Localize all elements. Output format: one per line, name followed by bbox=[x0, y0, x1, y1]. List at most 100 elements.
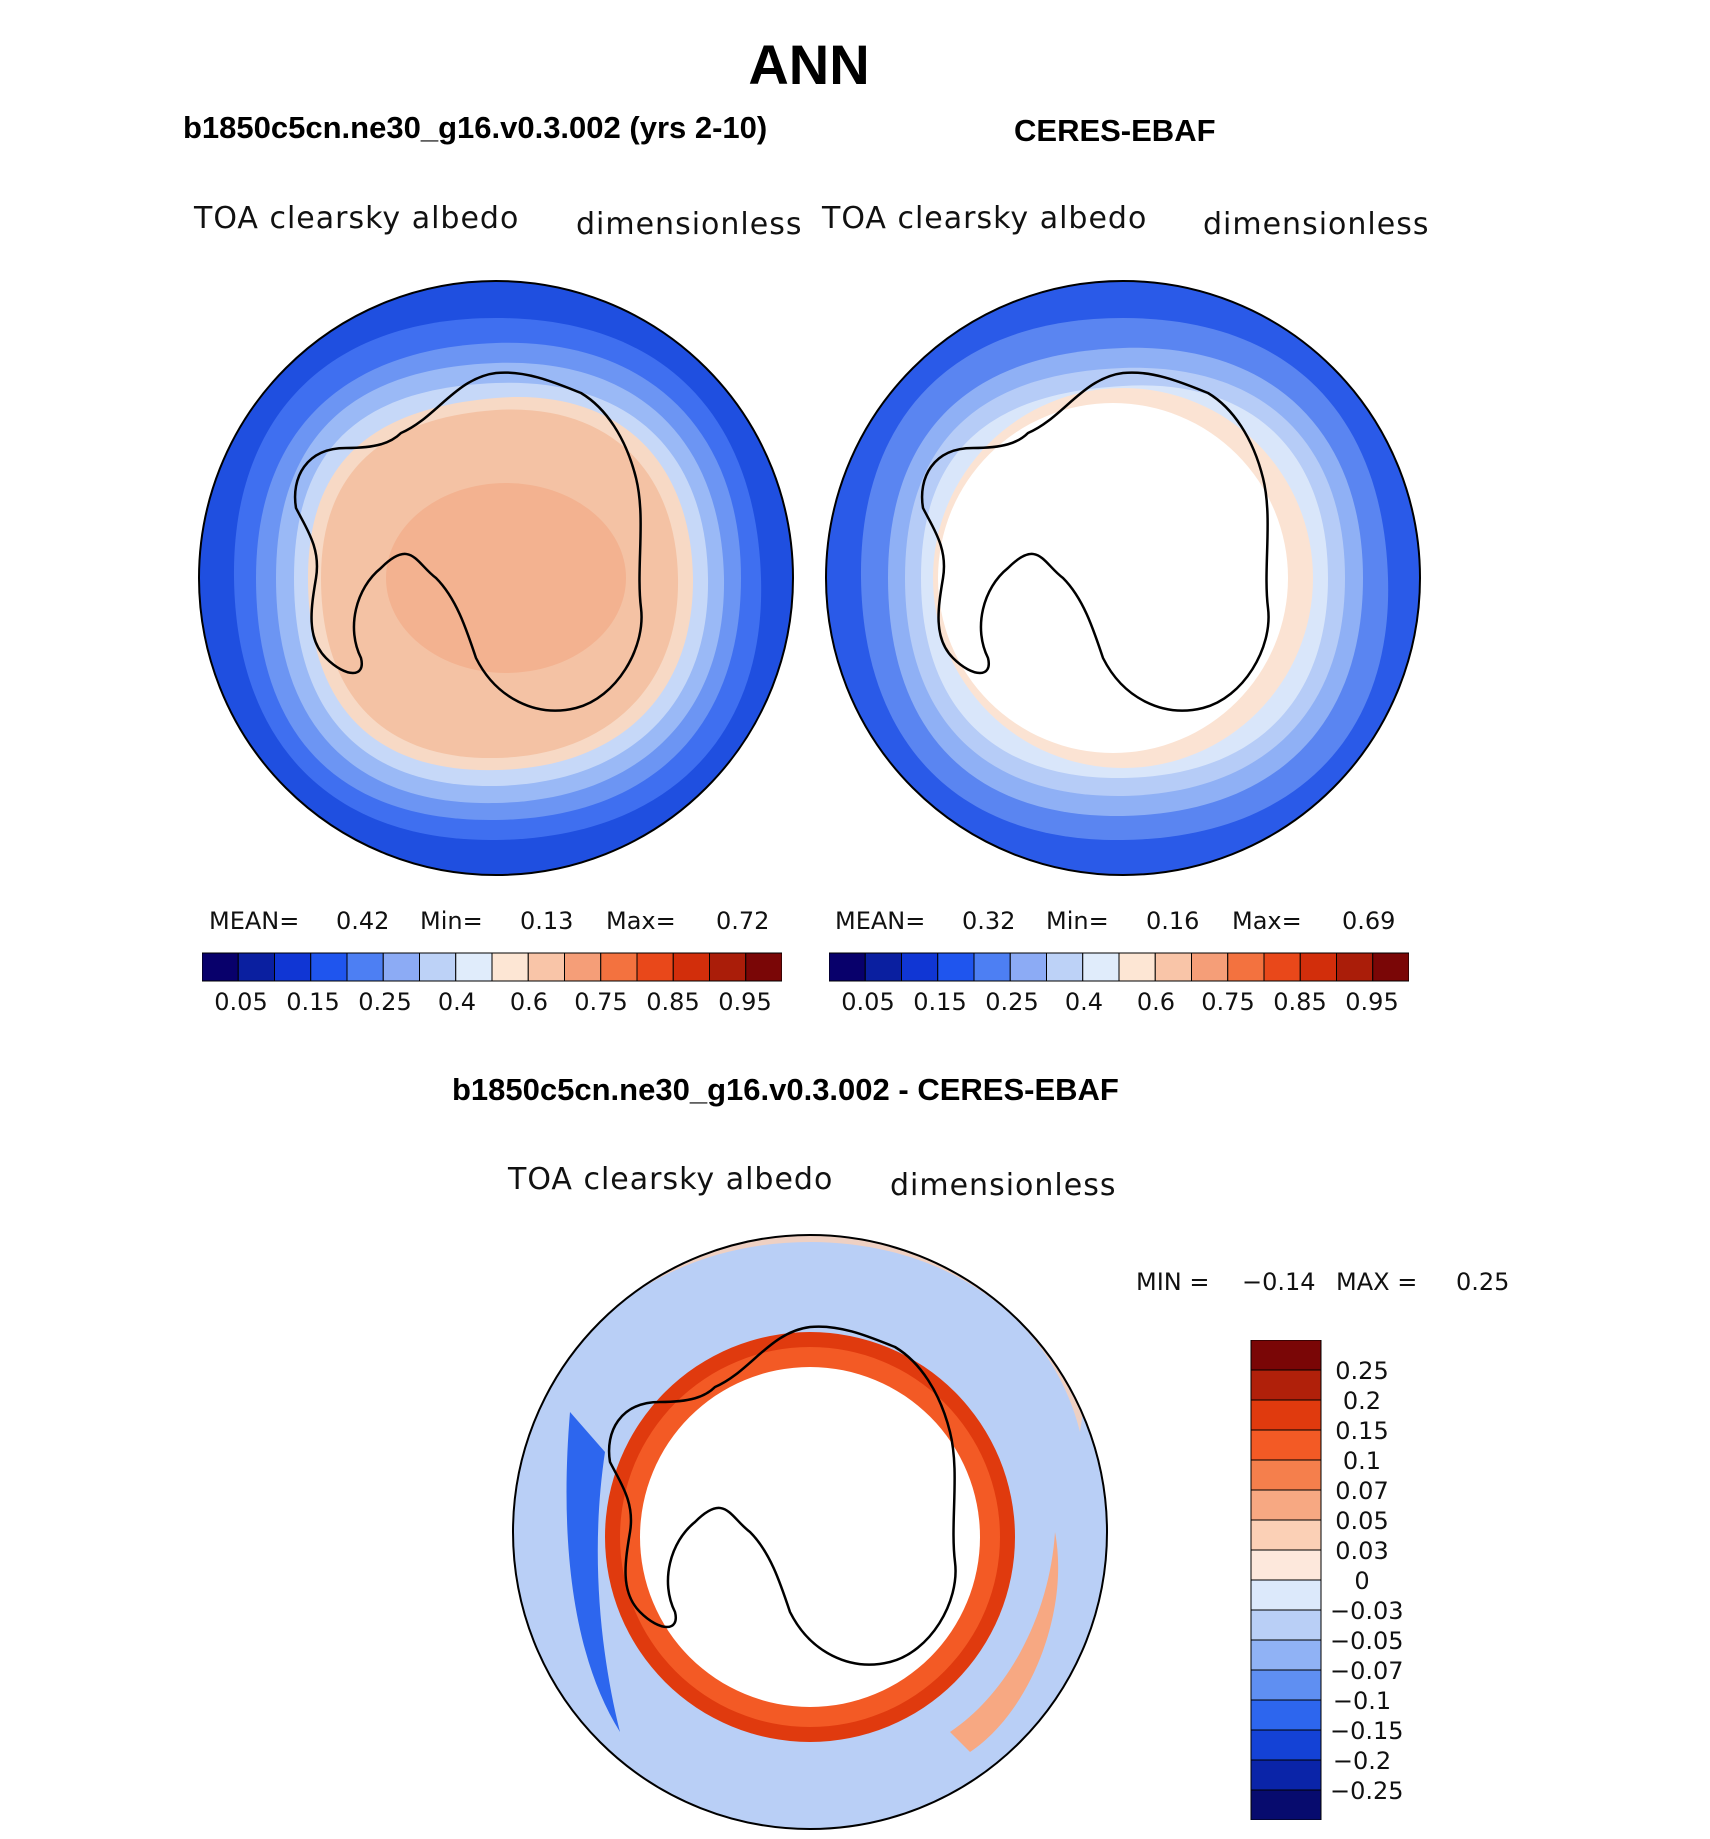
panel-1-field-label: TOA clearsky albedo bbox=[194, 201, 520, 236]
colorbar-tick-label: 0.2 bbox=[1342, 1387, 1382, 1415]
colorbar-swatch bbox=[1250, 1729, 1322, 1761]
colorbar-tick-label: 0.1 bbox=[1342, 1447, 1382, 1475]
colorbar-swatch bbox=[672, 952, 710, 982]
colorbar-tick-label: 0 bbox=[1354, 1567, 1370, 1595]
colorbar-tick-label: −0.2 bbox=[1332, 1747, 1392, 1775]
panel-2-units: dimensionless bbox=[1203, 207, 1430, 242]
panel-2-min-value: 0.16 bbox=[1146, 907, 1200, 935]
colorbar-tick-label: 0.05 bbox=[1335, 1507, 1389, 1535]
panel-1-min-label: Min= bbox=[420, 907, 483, 935]
panel-1-min-value: 0.13 bbox=[520, 907, 574, 935]
colorbar-swatch bbox=[1250, 1429, 1322, 1461]
colorbar-tick-label: 0.05 bbox=[214, 988, 268, 1016]
diff-max-value: 0.25 bbox=[1456, 1268, 1510, 1296]
coastline bbox=[293, 371, 643, 712]
coastline bbox=[607, 1325, 957, 1666]
colorbar-swatch bbox=[237, 952, 275, 982]
colorbar-swatch bbox=[1009, 952, 1047, 982]
panel-1-max-label: Max= bbox=[606, 907, 676, 935]
diff-max-label: MAX = bbox=[1336, 1268, 1418, 1296]
colorbar-swatch bbox=[310, 952, 348, 982]
colorbar-swatch bbox=[382, 952, 420, 982]
coastline bbox=[920, 371, 1270, 712]
colorbar-tick-label: −0.15 bbox=[1330, 1717, 1404, 1745]
colorbar-swatch bbox=[491, 952, 529, 982]
colorbar-tick-label: −0.1 bbox=[1332, 1687, 1392, 1715]
colorbar-tick-label: 0.6 bbox=[509, 988, 549, 1016]
colorbar-tick-label: 0.4 bbox=[1064, 988, 1104, 1016]
panel-1-colorbar bbox=[202, 952, 782, 982]
panel-1-polar-map bbox=[198, 280, 794, 876]
colorbar-tick-label: 0.07 bbox=[1335, 1477, 1389, 1505]
colorbar-swatch bbox=[1250, 1549, 1322, 1581]
colorbar-swatch bbox=[1082, 952, 1120, 982]
colorbar-tick-label: 0.25 bbox=[985, 988, 1039, 1016]
colorbar-swatch bbox=[1118, 952, 1156, 982]
colorbar-swatch bbox=[1250, 1759, 1322, 1791]
colorbar-swatch bbox=[1336, 952, 1374, 982]
colorbar-swatch bbox=[1250, 1579, 1322, 1611]
colorbar-tick-label: 0.15 bbox=[913, 988, 967, 1016]
panel-2-case-title: CERES-EBAF bbox=[1014, 113, 1216, 148]
colorbar-swatch bbox=[1250, 1489, 1322, 1521]
panel-1-case-title: b1850c5cn.ne30_g16.v0.3.002 (yrs 2-10) bbox=[183, 110, 768, 145]
colorbar-swatch bbox=[636, 952, 674, 982]
colorbar-tick-label: −0.03 bbox=[1330, 1597, 1404, 1625]
panel-1-mean-value: 0.42 bbox=[336, 907, 390, 935]
colorbar-swatch bbox=[346, 952, 384, 982]
panel-1-mean-label: MEAN= bbox=[209, 907, 300, 935]
map-band bbox=[950, 1532, 1059, 1752]
colorbar-swatch bbox=[1250, 1340, 1322, 1371]
diff-min-value: −0.14 bbox=[1242, 1268, 1316, 1296]
colorbar-tick-label: −0.07 bbox=[1330, 1657, 1404, 1685]
colorbar-swatch bbox=[973, 952, 1011, 982]
panel-2-polar-map bbox=[825, 280, 1421, 876]
map-missing-data bbox=[640, 1367, 980, 1707]
colorbar-swatch bbox=[901, 952, 939, 982]
colorbar-tick-label: 0.15 bbox=[1335, 1417, 1389, 1445]
diff-polar-map bbox=[512, 1234, 1108, 1830]
colorbar-swatch bbox=[1299, 952, 1337, 982]
colorbar-swatch bbox=[455, 952, 493, 982]
panel-2-max-value: 0.69 bbox=[1342, 907, 1396, 935]
map-boundary bbox=[825, 280, 1421, 876]
colorbar-swatch bbox=[1046, 952, 1084, 982]
colorbar-swatch bbox=[1154, 952, 1192, 982]
colorbar-swatch bbox=[1263, 952, 1301, 982]
colorbar-tick-label: 0.75 bbox=[1201, 988, 1255, 1016]
colorbar-tick-label: 0.15 bbox=[286, 988, 340, 1016]
panel-1-units: dimensionless bbox=[576, 207, 803, 242]
colorbar-swatch bbox=[1191, 952, 1229, 982]
colorbar-swatch bbox=[937, 952, 975, 982]
map-band bbox=[566, 1412, 620, 1732]
colorbar-swatch bbox=[1250, 1639, 1322, 1671]
colorbar-tick-label: 0.03 bbox=[1335, 1537, 1389, 1565]
colorbar-tick-label: 0.95 bbox=[718, 988, 772, 1016]
map-boundary bbox=[198, 280, 794, 876]
colorbar-swatch bbox=[1250, 1789, 1322, 1820]
colorbar-tick-label: 0.6 bbox=[1136, 988, 1176, 1016]
panel-2-mean-value: 0.32 bbox=[962, 907, 1016, 935]
map-band bbox=[386, 483, 626, 673]
colorbar-swatch bbox=[1250, 1399, 1322, 1431]
colorbar-swatch bbox=[1372, 952, 1409, 982]
colorbar-tick-label: 0.25 bbox=[1335, 1357, 1389, 1385]
diff-case-title: b1850c5cn.ne30_g16.v0.3.002 - CERES-EBAF bbox=[452, 1072, 1119, 1107]
colorbar-swatch bbox=[864, 952, 902, 982]
figure-title: ANN bbox=[748, 33, 870, 96]
colorbar-swatch bbox=[1250, 1459, 1322, 1491]
panel-2-mean-label: MEAN= bbox=[835, 907, 926, 935]
panel-2-max-label: Max= bbox=[1232, 907, 1302, 935]
colorbar-tick-label: −0.05 bbox=[1330, 1627, 1404, 1655]
colorbar-swatch bbox=[564, 952, 602, 982]
map-boundary bbox=[512, 1234, 1108, 1830]
colorbar-swatch bbox=[829, 952, 866, 982]
colorbar-swatch bbox=[274, 952, 312, 982]
colorbar-tick-label: 0.85 bbox=[646, 988, 700, 1016]
colorbar-tick-label: 0.05 bbox=[841, 988, 895, 1016]
colorbar-tick-label: 0.95 bbox=[1345, 988, 1399, 1016]
panel-2-field-label: TOA clearsky albedo bbox=[822, 201, 1148, 236]
colorbar-swatch bbox=[527, 952, 565, 982]
colorbar-tick-label: −0.25 bbox=[1330, 1777, 1404, 1805]
colorbar-swatch bbox=[745, 952, 782, 982]
